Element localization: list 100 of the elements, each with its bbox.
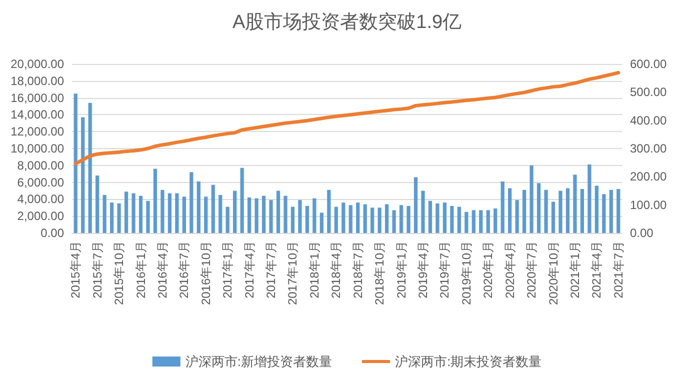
bar <box>182 196 186 233</box>
bar <box>132 193 136 233</box>
bar <box>117 203 121 233</box>
x-tick-label: 2017年10月 <box>286 241 300 306</box>
bar <box>290 206 295 233</box>
line-series <box>74 70 620 166</box>
x-tick-label: 2019年4月 <box>416 241 430 298</box>
bar <box>298 200 302 233</box>
bar <box>88 102 92 233</box>
x-tick-label: 2018年7月 <box>350 241 365 298</box>
bar <box>168 193 172 233</box>
y-tick-label: 10,000.00 <box>10 142 64 156</box>
bar <box>74 94 78 233</box>
bar <box>196 181 200 233</box>
y2-tick-label: 300.00 <box>630 142 668 156</box>
legend-label: 沪深两市:期末投资者数量 <box>395 354 542 369</box>
bar <box>384 204 389 233</box>
x-tick-label: 2018年4月 <box>329 241 344 298</box>
bar <box>392 210 396 233</box>
bar <box>536 183 541 233</box>
bar <box>515 200 519 233</box>
y-tick-label: 6,000.00 <box>17 175 64 190</box>
bar <box>226 206 230 233</box>
bar <box>240 168 244 233</box>
y-tick-label: 8,000.00 <box>17 158 64 172</box>
bar <box>442 202 447 233</box>
bar <box>81 117 85 233</box>
x-tick-label: 2021年4月 <box>590 241 604 298</box>
bar <box>110 202 114 233</box>
bar <box>247 198 252 233</box>
x-tick-label: 2016年7月 <box>177 241 192 298</box>
bar <box>558 190 562 233</box>
bar <box>378 208 382 233</box>
bar <box>602 194 606 233</box>
x-tick-label: 2017年4月 <box>242 241 256 298</box>
bar <box>138 196 143 233</box>
bar <box>254 198 258 233</box>
y-tick-label: 14,000.00 <box>10 108 64 122</box>
y-tick-label: 16,000.00 <box>10 90 64 105</box>
bar <box>450 206 454 233</box>
x-tick-label: 2016年4月 <box>155 241 170 298</box>
x-tick-label: 2021年1月 <box>568 241 582 298</box>
y2-tick-label: 500.00 <box>630 85 668 100</box>
bar <box>566 188 570 233</box>
x-tick-label: 2015年10月 <box>112 241 126 306</box>
bar <box>522 190 526 233</box>
bar <box>96 176 100 233</box>
bar <box>146 200 150 233</box>
bar <box>204 196 208 233</box>
bar <box>370 208 374 233</box>
bar <box>153 168 158 233</box>
bar <box>269 200 273 233</box>
bar <box>334 206 338 233</box>
bar <box>530 165 534 233</box>
x-tick-label: 2020年10月 <box>546 241 560 306</box>
bar <box>588 164 592 233</box>
chart-title: A股市场投资者数突破1.9亿 <box>232 11 462 33</box>
bar <box>342 202 346 233</box>
bar <box>616 189 620 233</box>
bar <box>211 184 215 233</box>
x-tick-label: 2016年1月 <box>134 241 148 298</box>
bar <box>544 190 548 233</box>
bar <box>233 190 237 233</box>
bar <box>190 172 194 233</box>
bar <box>551 202 556 233</box>
legend-label: 沪深两市:新增投资者数量 <box>185 354 332 369</box>
y2-tick-label: 100.00 <box>630 198 668 212</box>
bar <box>327 190 331 233</box>
bar <box>160 190 164 233</box>
bar <box>500 181 504 233</box>
bar <box>421 190 425 233</box>
bar <box>102 194 106 233</box>
bar <box>348 205 352 233</box>
bar <box>399 205 404 233</box>
bar <box>124 192 128 233</box>
bar <box>284 196 288 233</box>
bar <box>472 210 476 233</box>
bar <box>594 186 598 233</box>
bar <box>580 189 584 233</box>
bar <box>406 206 410 233</box>
bar <box>320 212 324 233</box>
x-tick-label: 2020年7月 <box>524 241 539 298</box>
x-tick-label: 2019年7月 <box>438 241 452 298</box>
y-tick-label: 4,000.00 <box>17 192 64 206</box>
bar <box>175 193 179 233</box>
y2-tick-label: 600.00 <box>630 57 668 71</box>
bar <box>508 188 512 233</box>
x-tick-label: 2018年1月 <box>307 241 322 298</box>
bar <box>479 210 483 233</box>
y2-tick-label: 400.00 <box>630 113 668 128</box>
bar <box>464 212 468 233</box>
bar <box>363 204 367 233</box>
bar <box>428 200 432 233</box>
x-tick-label: 2015年4月 <box>68 241 83 298</box>
x-tick-label: 2015年7月 <box>90 241 104 298</box>
x-tick-label: 2017年7月 <box>264 241 278 298</box>
bar <box>276 190 280 233</box>
x-tick-label: 2019年10月 <box>459 241 474 306</box>
x-tick-label: 2018年10月 <box>372 241 387 306</box>
bar <box>486 210 490 233</box>
